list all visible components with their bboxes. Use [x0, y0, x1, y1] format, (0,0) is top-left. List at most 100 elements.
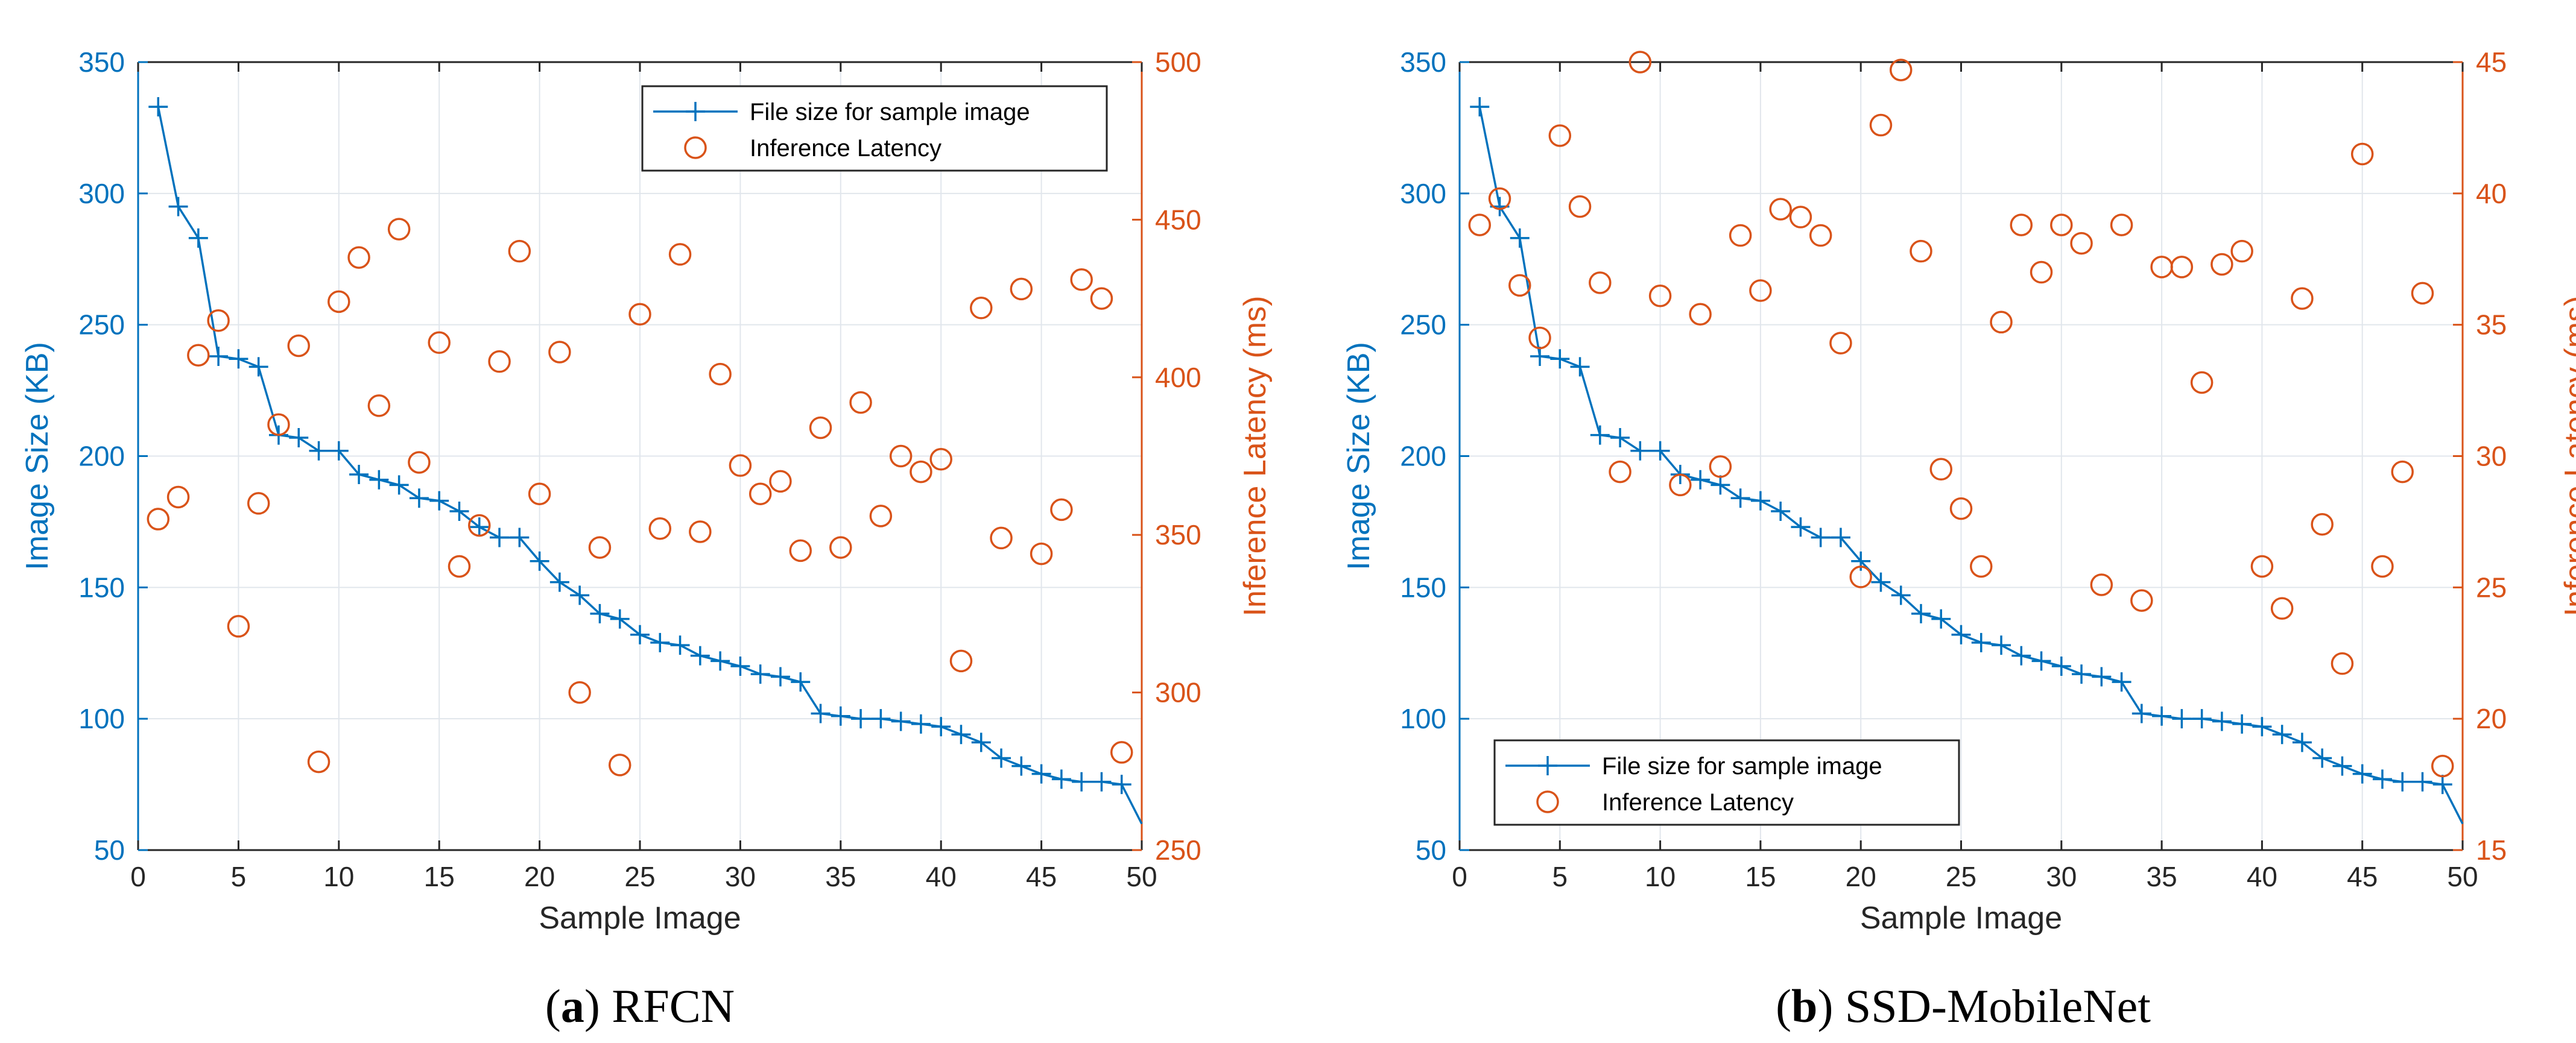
file-size-marker	[2092, 667, 2112, 687]
latency-point	[267, 413, 290, 436]
latency-point	[2230, 239, 2253, 263]
latency-point	[910, 460, 932, 484]
file-size-marker	[951, 725, 971, 745]
latency-point	[829, 536, 852, 559]
y-right-tick-label: 400	[1155, 362, 1201, 393]
x-tick-label: 5	[1552, 861, 1568, 892]
x-tick-label: 50	[2447, 861, 2478, 892]
latency-point	[1628, 51, 1652, 74]
y-left-tick-label: 300	[78, 178, 125, 209]
file-size-marker	[1530, 346, 1550, 366]
x-tick-label: 50	[1126, 861, 1157, 892]
latency-point	[2030, 260, 2053, 284]
latency-point	[387, 218, 411, 241]
latency-point	[1889, 58, 1913, 81]
file-size-marker	[2072, 664, 2092, 684]
y-right-tick-label: 350	[1155, 519, 1201, 550]
latency-point	[147, 508, 170, 531]
file-size-marker	[570, 585, 590, 605]
file-size-marker	[931, 717, 951, 737]
file-size-marker	[510, 528, 530, 547]
file-size-marker	[1072, 772, 1092, 792]
y-right-tick-label: 40	[2476, 178, 2507, 209]
file-size-marker	[2252, 717, 2272, 737]
latency-point	[929, 447, 952, 471]
file-size-marker	[309, 441, 329, 461]
file-size-marker	[449, 501, 469, 521]
latency-point	[207, 309, 230, 332]
latency-point	[2250, 555, 2274, 578]
latency-point	[1949, 497, 1973, 520]
latency-point	[748, 482, 772, 505]
latency-point	[448, 555, 471, 578]
latency-point	[2170, 256, 2194, 279]
chart-ssd-mobilenet: 0 5 10 15 20 25 30 35 40 45 50 50 100 150 200 250 300 350…	[1341, 46, 2576, 1032]
latency-point	[689, 520, 712, 543]
x-tick-label: 15	[424, 861, 455, 892]
file-size-marker	[1971, 632, 1991, 652]
latency-point	[1990, 310, 2013, 334]
x-tick-label: 40	[926, 861, 957, 892]
file-size-marker	[329, 441, 349, 461]
latency-point	[2210, 253, 2233, 276]
y-right-tick-label: 20	[2476, 703, 2507, 734]
caption-name: SSD-MobileNet	[1845, 980, 2151, 1032]
latency-point	[2190, 371, 2214, 394]
latency-point	[1030, 542, 1053, 566]
y-right-tick-label: 300	[1155, 677, 1201, 708]
file-size-marker	[2272, 725, 2292, 745]
x-axis-label: Sample Image	[1860, 901, 2062, 936]
latency-point	[970, 297, 993, 320]
latency-point	[328, 290, 350, 314]
latency-point	[1709, 455, 1732, 478]
file-size-marker	[2112, 672, 2131, 692]
file-size-marker	[2332, 756, 2352, 776]
y-left-axis-label: Image Size (KB)	[1341, 342, 1376, 570]
x-tick-label: 35	[2147, 861, 2177, 892]
latency-point	[1789, 206, 1812, 228]
file-size-marker	[1992, 635, 2011, 655]
y-right-tick-label: 15	[2476, 834, 2507, 866]
file-size-marker	[2292, 733, 2312, 752]
latency-point	[528, 482, 551, 505]
caption-paren: )	[1817, 980, 1844, 1032]
latency-point	[2350, 142, 2374, 166]
file-size-marker	[2232, 714, 2252, 734]
latency-point	[648, 517, 672, 540]
x-tick-label: 25	[1946, 861, 1976, 892]
latency-point	[1929, 458, 1952, 481]
y-left-tick-label: 200	[78, 441, 125, 472]
file-size-marker	[2352, 764, 2372, 784]
file-size-marker	[871, 709, 891, 729]
x-tick-label: 20	[524, 861, 555, 892]
y-right-axis-label: Inference Latency (ms)	[2559, 296, 2576, 617]
y-left-tick-label: 150	[78, 572, 125, 603]
latency-point	[990, 526, 1013, 550]
file-size-marker	[730, 657, 750, 676]
file-size-marker	[630, 625, 650, 644]
latency-point	[1090, 287, 1113, 310]
legend-box	[1493, 739, 1960, 826]
file-size-marker	[409, 488, 429, 508]
latency-point	[2090, 573, 2113, 596]
file-size-marker	[992, 748, 1011, 768]
latency-point	[1568, 195, 1592, 218]
file-size-marker	[710, 651, 730, 671]
latency-point	[1829, 332, 1852, 354]
file-size-marker	[490, 528, 510, 547]
latency-point	[588, 536, 612, 559]
legend-label-file-size: File size for sample image	[1602, 753, 1882, 780]
y-left-tick-label: 200	[1400, 441, 1446, 472]
latency-point	[548, 341, 571, 364]
legend-label-latency: Inference Latency	[750, 135, 941, 162]
file-size-marker	[389, 475, 409, 495]
latency-point	[1609, 460, 1631, 484]
caption-name: RFCN	[612, 980, 735, 1032]
file-size-marker	[188, 228, 208, 248]
file-size-marker	[750, 664, 770, 684]
y-left-tick-label: 100	[78, 703, 125, 734]
latency-point	[1869, 113, 1893, 137]
latency-point	[1468, 213, 1492, 236]
latency-point	[1689, 303, 1712, 326]
legend-plus-marker	[1538, 756, 1557, 775]
